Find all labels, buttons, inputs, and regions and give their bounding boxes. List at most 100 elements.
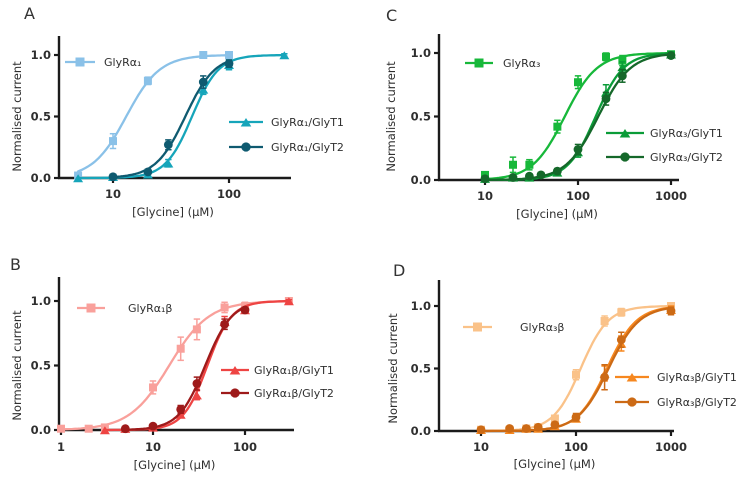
legend-entry: GlyRα₃/GlyT2 — [606, 151, 723, 164]
legend-label: GlyRα₃/GlyT1 — [650, 127, 723, 140]
legend-label: GlyRα₃β/GlyT2 — [657, 396, 737, 409]
y-tick-label: 1.0 — [31, 48, 51, 62]
legend-entry: GlyRα₁/GlyT1 — [229, 116, 344, 129]
legend-primary: GlyRα₃ — [465, 57, 540, 70]
data-point-marker — [192, 325, 201, 334]
series-triangle — [73, 51, 290, 183]
x-axis-label: [Glycine] (μM) — [514, 457, 596, 471]
data-point-marker — [240, 305, 250, 315]
y-tick-label: 1.0 — [411, 299, 431, 313]
data-point-marker — [600, 372, 609, 382]
data-point-marker — [480, 174, 490, 184]
data-point-marker — [220, 303, 229, 312]
data-point-marker — [552, 166, 562, 176]
y-tick-label: 0.5 — [31, 359, 51, 373]
y-tick-label: 0.0 — [31, 171, 51, 185]
data-point-marker — [84, 424, 93, 433]
triangle-marker-icon — [240, 118, 252, 127]
data-point-marker — [283, 297, 294, 306]
data-point-marker — [148, 421, 158, 431]
y-tick-label: 0.0 — [411, 424, 431, 438]
x-tick-label: 10 — [105, 187, 121, 201]
series-circle — [108, 59, 234, 182]
panel-label-d: D — [393, 261, 406, 280]
data-point-marker — [508, 160, 517, 169]
x-tick-label: 10 — [477, 189, 493, 203]
y-axis-label: Normalised current — [386, 313, 400, 424]
y-tick-label: 0.0 — [31, 423, 51, 437]
data-point-marker — [176, 404, 186, 414]
data-point-marker — [550, 420, 560, 430]
legend-label: GlyRα₃β — [520, 321, 564, 334]
x-tick-label: 10 — [473, 440, 489, 454]
y-tick-label: 0.5 — [411, 362, 431, 376]
triangle-marker-icon — [229, 366, 241, 375]
data-point-marker — [220, 319, 229, 329]
data-point-marker — [163, 159, 174, 168]
panel-label-a: A — [24, 4, 35, 23]
data-point-marker — [199, 51, 208, 59]
x-axis-label: [Glycine] (μM) — [132, 205, 214, 219]
data-point-marker — [536, 170, 546, 180]
data-point-marker — [524, 171, 534, 181]
circle-marker-icon — [627, 397, 637, 407]
panel-a-chart: 10 100 0.0 0.5 1.0 [Glycine] (μM) Normalised c… — [10, 36, 344, 219]
data-point-marker — [505, 424, 514, 433]
legend-primary: GlyRα₃β — [463, 321, 564, 334]
legend-entry: GlyRα₁β/GlyT2 — [221, 387, 334, 400]
x-tick-label: 1 — [57, 440, 65, 454]
data-point-marker — [666, 51, 676, 60]
y-tick-label: 0.5 — [411, 110, 431, 124]
fit-curve — [59, 300, 291, 431]
legend-label: GlyRα₃/GlyT2 — [650, 151, 723, 164]
data-point-marker — [176, 344, 185, 353]
panel-c-chart: 10 100 1000 0.0 0.5 1.0 [Glycine] (μM) Normalis… — [384, 34, 723, 221]
x-tick-label: 100 — [564, 440, 588, 454]
data-point-marker — [571, 412, 581, 422]
triangle-marker-icon — [619, 129, 631, 138]
y-axis-label: Normalised current — [10, 310, 24, 421]
circle-marker-icon — [241, 142, 251, 152]
y-axis-label: Normalised current — [10, 61, 24, 172]
series-circle — [476, 306, 676, 435]
circle-marker-icon — [230, 388, 240, 398]
x-tick-label: 100 — [233, 440, 257, 454]
data-point-marker — [601, 52, 610, 61]
x-axis-label: [Glycine] (μM) — [516, 207, 598, 221]
data-point-marker — [143, 76, 152, 85]
data-point-marker — [617, 71, 627, 81]
data-point-marker — [533, 422, 543, 432]
data-point-marker — [521, 424, 531, 433]
series-square — [74, 51, 233, 180]
legend-label: GlyRα₃ — [503, 57, 540, 70]
data-point-marker — [191, 391, 202, 400]
panel-d-chart: 10 100 1000 0.0 0.5 1.0 [Glycine] (μM) Normalis… — [386, 280, 737, 471]
data-point-marker — [175, 410, 186, 419]
data-point-marker — [572, 370, 580, 379]
legend-entry: GlyRα₃β/GlyT2 — [615, 396, 737, 409]
legend-label: GlyRα₁β/GlyT1 — [254, 364, 334, 377]
legend-label: GlyRα₃β/GlyT1 — [657, 371, 737, 384]
legend-primary: GlyRα₁ — [65, 56, 141, 69]
y-tick-label: 0.5 — [31, 110, 51, 124]
data-point-marker — [198, 85, 209, 94]
square-marker-icon — [474, 58, 484, 68]
y-tick-label: 1.0 — [411, 46, 431, 60]
fit-curve — [479, 305, 673, 433]
circle-marker-icon — [620, 152, 630, 162]
data-point-marker — [224, 59, 234, 69]
data-point-marker — [108, 172, 118, 182]
legend-label: GlyRα₁β — [128, 302, 172, 315]
data-point-marker — [616, 335, 626, 345]
x-tick-label: 100 — [217, 187, 241, 201]
data-point-marker — [120, 424, 130, 434]
data-point-marker — [109, 137, 117, 146]
panel-label-c: C — [386, 6, 398, 25]
data-point-marker — [225, 51, 233, 59]
data-point-marker — [573, 145, 583, 154]
legend-label: GlyRα₁/GlyT1 — [271, 116, 344, 129]
data-point-marker — [617, 308, 626, 317]
legend-primary: GlyRα₁β — [77, 302, 172, 315]
legend-entry: GlyRα₃β/GlyT1 — [615, 371, 737, 384]
legend-label: GlyRα₁β/GlyT2 — [254, 387, 334, 400]
